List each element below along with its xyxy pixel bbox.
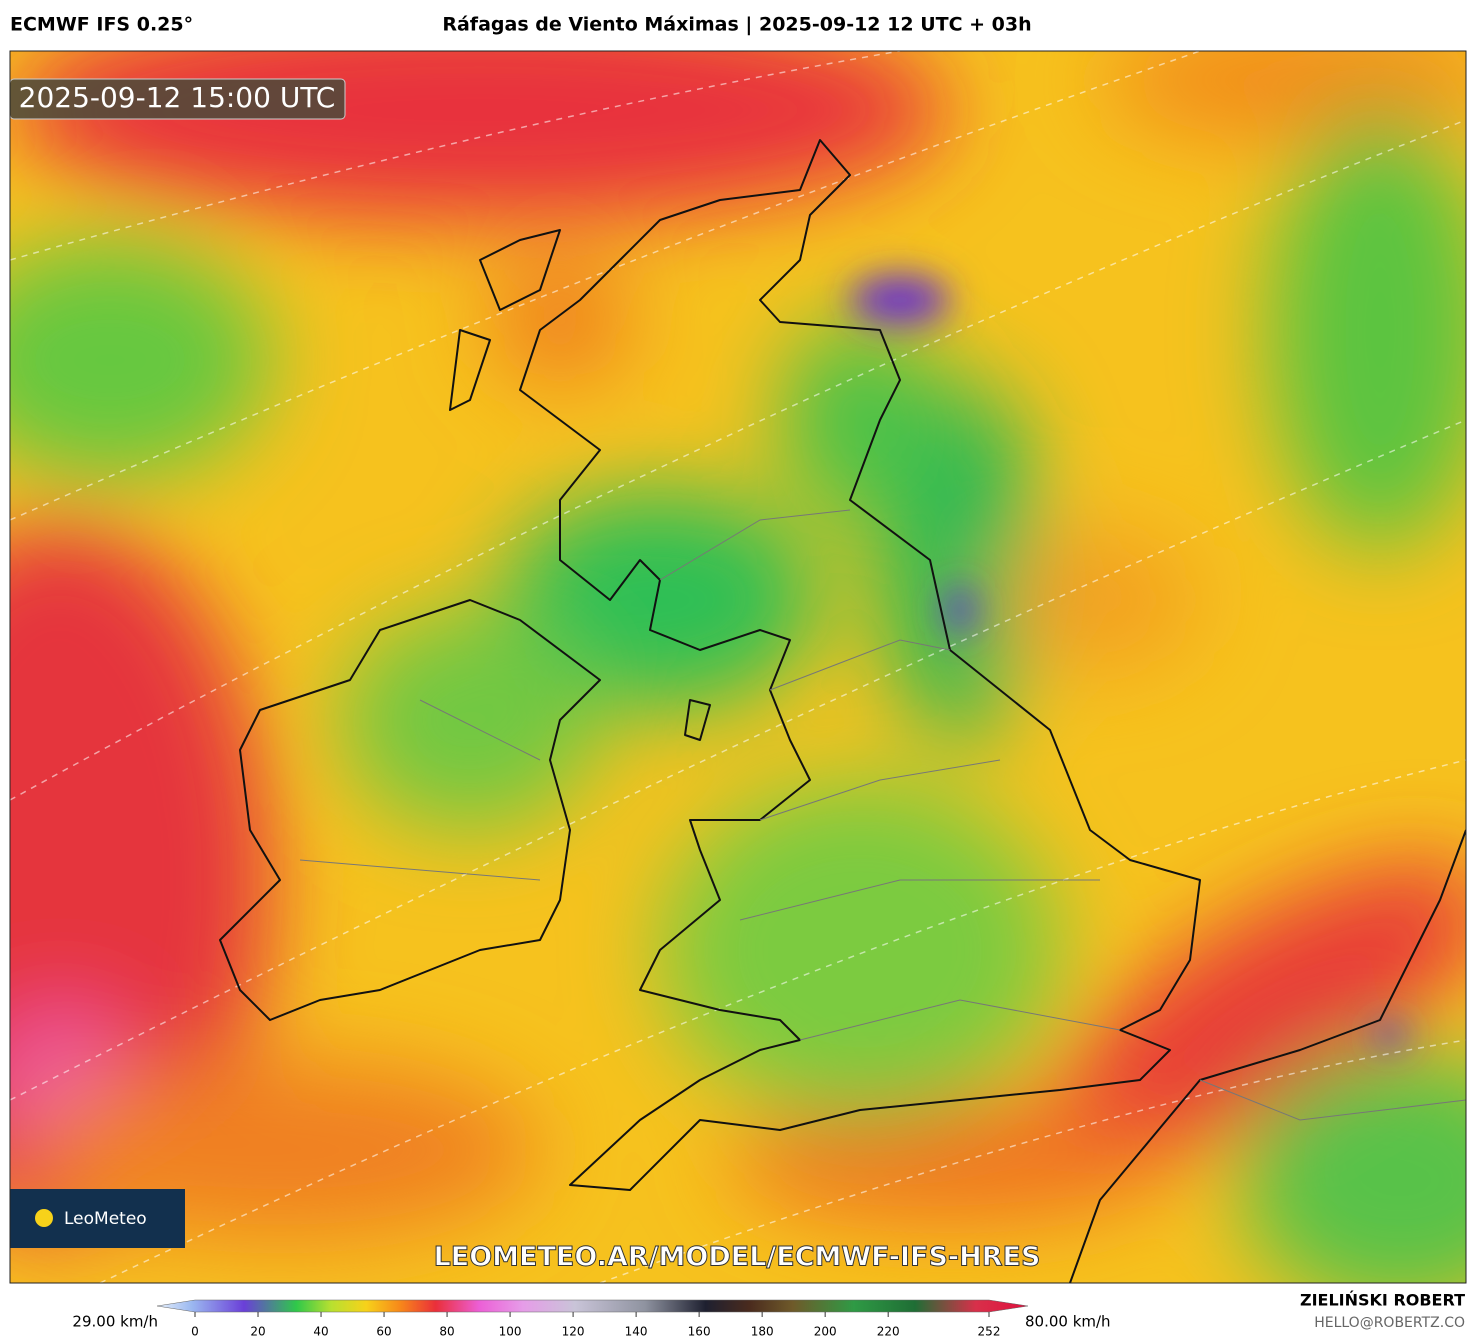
map-title: Ráfagas de Viento Máximas | 2025-09-12 1… xyxy=(442,14,1031,36)
colorbar-tick-label: 100 xyxy=(499,1325,522,1339)
map-area: 2025-09-12 15:00 UTC LeoMeteo LEOMETEO.A… xyxy=(10,51,1466,1283)
map-frame xyxy=(9,50,1467,1284)
colorbar-scale xyxy=(156,1299,1029,1313)
model-label: ECMWF IFS 0.25° xyxy=(10,14,193,36)
colorbar-tick-label: 140 xyxy=(625,1325,648,1339)
isobars xyxy=(10,51,1466,1283)
colorbar-max-label: 80.00 km/h xyxy=(1025,1313,1111,1331)
admin-borders xyxy=(299,509,1466,1121)
colorbar-tick-label: 120 xyxy=(562,1325,585,1339)
colorbar-tick-label: 40 xyxy=(313,1325,328,1339)
timestamp-box xyxy=(10,78,346,120)
colorbar-tick-label: 252 xyxy=(978,1325,1001,1339)
colorbar-tick-label: 80 xyxy=(439,1325,454,1339)
colorbar: 29.00 km/h 80.00 km/h 0 20 40 60 80 100 120 140… xyxy=(72,1299,1111,1339)
author: ZIELIŃSKI ROBERT xyxy=(1300,1291,1465,1310)
colorbar-tick-label: 200 xyxy=(814,1325,837,1339)
colorbar-tick-label: 160 xyxy=(688,1325,711,1339)
colorbar-tick-label: 180 xyxy=(751,1325,774,1339)
source-url: LEOMETEO.AR/MODEL/ECMWF-IFS-HRES xyxy=(434,1242,1041,1273)
timestamp: 2025-09-12 15:00 UTC xyxy=(19,81,336,114)
colorbar-tick-label: 220 xyxy=(877,1325,900,1339)
coastlines xyxy=(219,139,1466,1283)
colorbar-tick-label: 20 xyxy=(250,1325,265,1339)
colorbar-min-label: 29.00 km/h xyxy=(72,1313,158,1331)
wind-maxima xyxy=(850,275,1408,1047)
colorbar-tick-label: 60 xyxy=(376,1325,391,1339)
wind-field xyxy=(10,51,1466,1283)
colorbar-tick-label: 0 xyxy=(191,1325,199,1339)
logo-sun xyxy=(35,1209,53,1227)
logo-text: LeoMeteo xyxy=(64,1209,147,1229)
author-email: HELLO@ROBERTZ.CO xyxy=(1314,1315,1465,1331)
